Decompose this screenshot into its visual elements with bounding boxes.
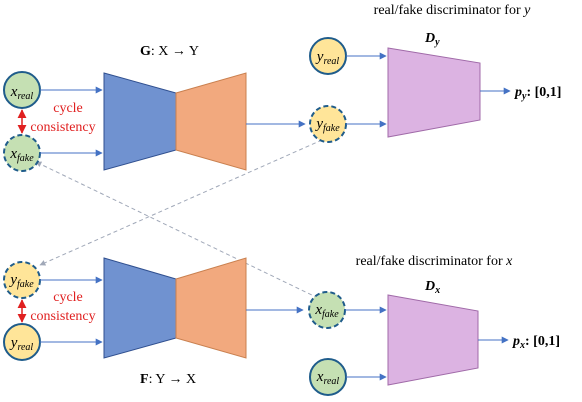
cycle-text-top-2: consistency xyxy=(30,120,95,135)
disc-x-shape xyxy=(387,294,479,386)
disc-x-output: px: [0,1] xyxy=(512,334,560,351)
cycle-text-bottom-2: consistency xyxy=(30,309,95,324)
disc-y-output: py: [0,1] xyxy=(514,85,561,102)
disc-x-label: Dx xyxy=(424,279,440,296)
generator-f-decoder xyxy=(175,257,247,359)
generator-g-encoder xyxy=(103,72,177,171)
svg-text:yreal: yreal xyxy=(9,335,34,353)
svg-text:xreal: xreal xyxy=(10,84,34,102)
node-x-real-top xyxy=(3,71,41,109)
dashed-connector-yfake-to-bottom xyxy=(39,139,323,266)
disc-y-caption: real/fake discriminator for y xyxy=(374,3,531,18)
generator-f-label: F: Y → X xyxy=(140,372,196,387)
generator-f-encoder xyxy=(103,257,177,359)
cycle-text-bottom-1: cycle xyxy=(53,290,83,305)
svg-text:xreal: xreal xyxy=(316,369,340,387)
svg-text:yfake: yfake xyxy=(8,272,34,290)
generator-g-decoder xyxy=(175,72,247,171)
dashed-connector-xfake-to-top xyxy=(35,161,319,299)
svg-text:xfake: xfake xyxy=(314,302,339,320)
svg-text:xfake: xfake xyxy=(9,146,34,164)
cycle-text-top-1: cycle xyxy=(53,101,83,116)
disc-y-label: Dy xyxy=(424,31,440,48)
svg-text:yreal: yreal xyxy=(315,49,340,67)
generator-g-label: G: X → Y xyxy=(140,44,199,59)
disc-y-shape xyxy=(387,47,481,138)
disc-x-caption: real/fake discriminator for x xyxy=(356,254,513,269)
svg-text:yfake: yfake xyxy=(314,116,340,134)
